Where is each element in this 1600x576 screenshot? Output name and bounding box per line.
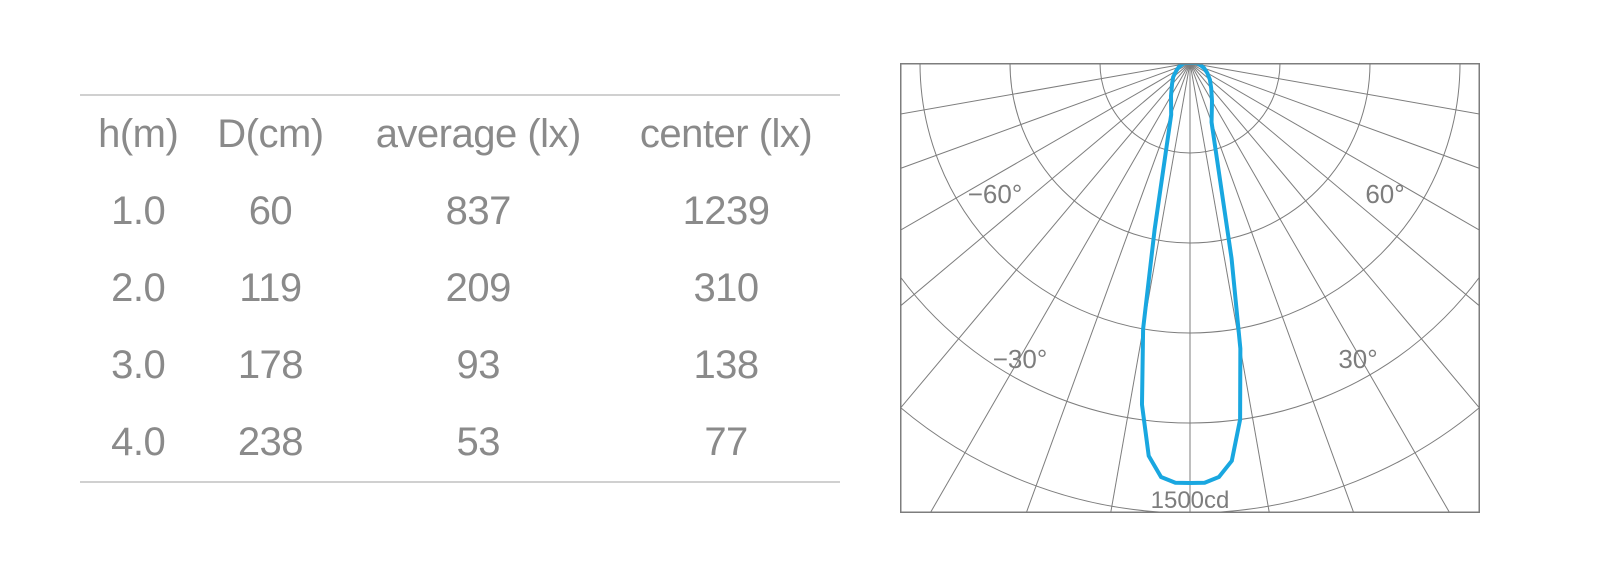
- cell: 77: [612, 404, 840, 482]
- cell: 4.0: [80, 404, 196, 482]
- col-header: average (lx): [344, 95, 612, 173]
- cell: 60: [196, 173, 344, 250]
- table-row: 2.0 119 209 310: [80, 250, 840, 327]
- table-row: 3.0 178 93 138: [80, 327, 840, 404]
- cell: 238: [196, 404, 344, 482]
- cell: 1.0: [80, 173, 196, 250]
- table-row: 4.0 238 53 77: [80, 404, 840, 482]
- cell: 837: [344, 173, 612, 250]
- illuminance-table: h(m) D(cm) average (lx) center (lx) 1.0 …: [80, 94, 840, 483]
- col-header: h(m): [80, 95, 196, 173]
- cd-label: 1500cd: [1151, 487, 1230, 513]
- col-header: D(cm): [196, 95, 344, 173]
- cell: 53: [344, 404, 612, 482]
- data-table: h(m) D(cm) average (lx) center (lx) 1.0 …: [80, 94, 840, 483]
- cell: 2.0: [80, 250, 196, 327]
- cell: 209: [344, 250, 612, 327]
- cell: 93: [344, 327, 612, 404]
- cell: 1239: [612, 173, 840, 250]
- polar-diagram: −60° 60° −30° 30° 1500cd: [900, 63, 1480, 513]
- cell: 138: [612, 327, 840, 404]
- angle-label: −60°: [968, 179, 1023, 209]
- angle-label: 60°: [1365, 179, 1404, 209]
- table-row: 1.0 60 837 1239: [80, 173, 840, 250]
- angle-label: 30°: [1338, 344, 1377, 374]
- cell: 3.0: [80, 327, 196, 404]
- distribution-curve: [1142, 63, 1240, 483]
- cell: 119: [196, 250, 344, 327]
- cell: 310: [612, 250, 840, 327]
- cell: 178: [196, 327, 344, 404]
- col-header: center (lx): [612, 95, 840, 173]
- angle-label: −30°: [993, 344, 1048, 374]
- polar-svg: −60° 60° −30° 30° 1500cd: [900, 63, 1480, 513]
